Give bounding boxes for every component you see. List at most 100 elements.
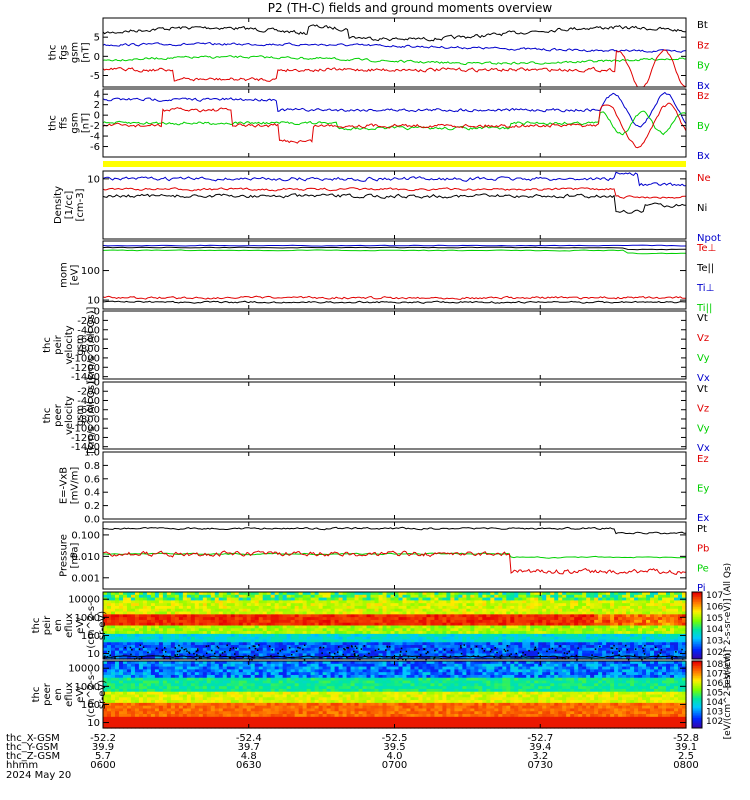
- peer-en-eflux-cell: [286, 716, 292, 721]
- peir-en-eflux-cell: [302, 622, 308, 627]
- peer-en-eflux-cell: [142, 691, 148, 696]
- peir-en-eflux-cell: [626, 594, 631, 599]
- peer-en-eflux-cell: [222, 677, 228, 682]
- peer-en-eflux-cell: [290, 688, 296, 693]
- peir-en-eflux-cell: [566, 603, 571, 607]
- peir-en-eflux-cell: [278, 642, 284, 646]
- peir-en-eflux-cell: [470, 647, 475, 652]
- peir-en-eflux-cell: [230, 647, 236, 652]
- peer-en-eflux-cell: [286, 702, 292, 707]
- peir-en-eflux-cell: [278, 603, 284, 607]
- peir-en-eflux-cell: [586, 622, 591, 627]
- peir-en-eflux-cell: [218, 600, 224, 604]
- peir-en-eflux-cell: [226, 619, 232, 624]
- peir-en-eflux-cell: [450, 625, 455, 629]
- peir-en-eflux-cell: [110, 611, 116, 615]
- peir-en-eflux-cell: [534, 622, 539, 627]
- peir-en-eflux-cell: [378, 656, 384, 660]
- peir-en-eflux-cell: [478, 592, 483, 596]
- peer-en-eflux-cell: [234, 705, 240, 710]
- peer-en-eflux-cell: [158, 716, 164, 721]
- peir-en-eflux-cell: [378, 633, 384, 638]
- peir-en-eflux-cell: [538, 633, 543, 638]
- peir-en-eflux-cell: [154, 622, 160, 627]
- peir-en-eflux-cell: [398, 631, 404, 635]
- peir-en-eflux-cell: [302, 603, 308, 607]
- peir-en-eflux-cell: [326, 594, 332, 599]
- peir-en-eflux-cell: [630, 636, 635, 641]
- peir-en-eflux-noise: [594, 648, 597, 650]
- peir-en-eflux-cell: [226, 642, 232, 646]
- peir-en-eflux-cell: [382, 636, 388, 641]
- peir-en-eflux-cell: [258, 605, 264, 610]
- peir-en-eflux-cell: [458, 600, 463, 604]
- peir-en-eflux-cell: [210, 617, 216, 621]
- peir-en-eflux-cell: [470, 645, 475, 649]
- peir-en-eflux-cell: [350, 628, 356, 632]
- peir-en-eflux-noise: [483, 650, 486, 652]
- peir-en-eflux-cell: [246, 619, 252, 624]
- peir-en-eflux-cell: [186, 656, 192, 660]
- peir-en-eflux-cell: [374, 647, 380, 652]
- peir-en-eflux-cell: [586, 611, 591, 615]
- peer-en-eflux-cell: [182, 669, 188, 673]
- peir-en-eflux-cell: [326, 592, 332, 596]
- peir-en-eflux-cell: [638, 605, 643, 610]
- peer-en-eflux-cell: [218, 677, 224, 682]
- peer-en-eflux-cell: [286, 686, 292, 690]
- peir-en-eflux-cell: [390, 614, 396, 618]
- peer-en-eflux-cell: [278, 725, 284, 729]
- peir-en-eflux-noise: [463, 644, 465, 646]
- peir-en-eflux-cell: [254, 650, 260, 655]
- peir-en-eflux-cell: [134, 642, 140, 646]
- peir-en-eflux-cell: [542, 645, 547, 649]
- peir-en-eflux-cell: [306, 600, 312, 604]
- peir-en-eflux-cell: [442, 628, 448, 632]
- peer-en-eflux-cell: [230, 702, 236, 707]
- peir-en-eflux-cell: [186, 628, 192, 632]
- peir-en-eflux-cell: [370, 628, 376, 632]
- peer-en-eflux-cell: [114, 666, 120, 670]
- peir-en-eflux-cell: [670, 617, 675, 621]
- peir-en-eflux-cell: [634, 597, 639, 601]
- peir-en-eflux-cell: [486, 650, 491, 655]
- peir-en-eflux-cell: [302, 608, 308, 613]
- peir-en-eflux-noise: [346, 656, 348, 659]
- peir-en-eflux-cell: [606, 631, 611, 635]
- peer-en-eflux-cell: [118, 716, 124, 721]
- peir-en-eflux-cell: [674, 625, 679, 629]
- peir-en-eflux-cell: [286, 600, 292, 604]
- peir-en-eflux-cell: [206, 622, 212, 627]
- peir-en-eflux-noise: [281, 648, 284, 651]
- peir-en-eflux-cell: [350, 622, 356, 627]
- peir-en-eflux-cell: [610, 656, 615, 660]
- peir-en-eflux-cell: [602, 633, 607, 638]
- peir-en-eflux-cell: [358, 597, 364, 601]
- peer-en-eflux-cell: [110, 722, 116, 726]
- peir-en-eflux-noise: [641, 658, 643, 661]
- peer-en-eflux-cell: [103, 700, 108, 704]
- peir-en-eflux-cell: [182, 628, 188, 632]
- peer-en-eflux-cell: [270, 669, 276, 673]
- peer-en-eflux-cell: [142, 708, 148, 712]
- peir-en-eflux-cell: [150, 631, 156, 635]
- peir-en-eflux-noise: [235, 647, 237, 650]
- peer-en-eflux-cell: [170, 691, 176, 696]
- peir-en-eflux-cell: [450, 614, 455, 618]
- peir-en-eflux-cell: [126, 603, 132, 607]
- peir-en-eflux-cell: [126, 592, 132, 596]
- ffs-bx-line: [102, 91, 687, 128]
- peir-en-eflux-cell: [354, 625, 360, 629]
- peir-en-eflux-cell: [262, 625, 268, 629]
- peir-en-eflux-cell: [362, 603, 368, 607]
- peer-en-eflux-cell: [294, 714, 300, 718]
- peir-en-eflux-cell: [370, 594, 376, 599]
- peir-en-eflux-cell: [518, 645, 523, 649]
- peir-en-eflux-cell: [250, 653, 256, 657]
- peer-en-eflux-cell: [190, 666, 196, 670]
- peir-en-eflux-cell: [186, 631, 192, 635]
- peer-en-eflux-cell: [122, 716, 128, 721]
- peir-en-eflux-cell: [250, 605, 256, 610]
- peir-en-eflux-cell: [258, 619, 264, 624]
- peir-en-eflux-cell: [602, 594, 607, 599]
